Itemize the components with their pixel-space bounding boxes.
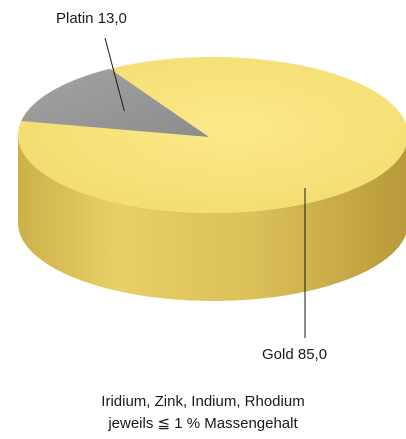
- label-gold: Gold 85,0: [262, 346, 327, 363]
- pie-group: [18, 57, 406, 301]
- leader-line-platin: [104, 37, 125, 112]
- footnote-line-2: jeweils ≦ 1 % Massengehalt: [108, 415, 298, 432]
- pie-slice-platin: [21, 68, 209, 137]
- pie-side-gold: [18, 135, 406, 301]
- label-platin: Platin 13,0: [56, 10, 127, 27]
- footnote-line-1: Iridium, Zink, Indium, Rhodium: [101, 393, 305, 410]
- label-group: Platin 13,0 Gold 85,0: [56, 10, 327, 363]
